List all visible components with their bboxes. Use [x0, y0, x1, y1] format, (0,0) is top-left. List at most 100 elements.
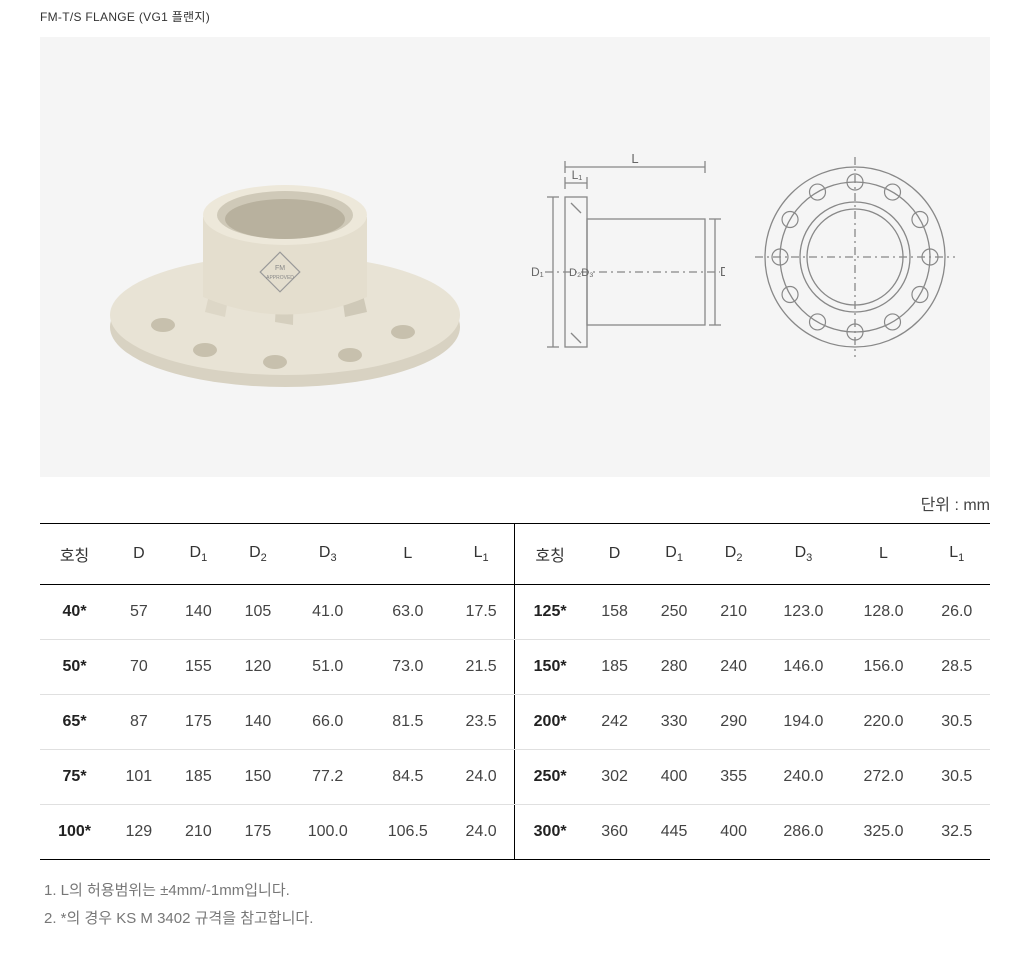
table-cell: 100*: [40, 805, 109, 860]
table-row: 40*5714010541.063.017.5125*158250210123.…: [40, 585, 990, 640]
table-cell: 240: [704, 640, 764, 695]
dim-L1: L₁: [572, 168, 583, 182]
table-col-header: D2: [704, 524, 764, 585]
table-cell: 120: [228, 640, 288, 695]
table-cell: 400: [704, 805, 764, 860]
table-cell: 106.5: [368, 805, 448, 860]
table-cell: 220.0: [843, 695, 923, 750]
table-cell: 140: [228, 695, 288, 750]
table-cell: 158: [585, 585, 645, 640]
table-col-header: L1: [924, 524, 990, 585]
table-cell: 23.5: [448, 695, 515, 750]
table-col-header: L: [368, 524, 448, 585]
table-cell: 123.0: [763, 585, 843, 640]
table-cell: 330: [644, 695, 704, 750]
front-view-diagram: [755, 147, 955, 367]
table-cell: 50*: [40, 640, 109, 695]
table-cell: 24.0: [448, 750, 515, 805]
table-cell: 280: [644, 640, 704, 695]
table-cell: 28.5: [924, 640, 990, 695]
table-cell: 360: [585, 805, 645, 860]
table-col-header: D2: [228, 524, 288, 585]
table-cell: 125*: [515, 585, 585, 640]
product-photo: FM APPROVED: [75, 97, 495, 417]
table-cell: 194.0: [763, 695, 843, 750]
table-header-row: 호칭DD1D2D3LL1호칭DD1D2D3LL1: [40, 524, 990, 585]
table-cell: 290: [704, 695, 764, 750]
table-cell: 75*: [40, 750, 109, 805]
table-col-header: D1: [169, 524, 229, 585]
table-cell: 140: [169, 585, 229, 640]
table-col-header: 호칭: [515, 524, 585, 585]
table-col-header: D: [585, 524, 645, 585]
table-col-header: D3: [763, 524, 843, 585]
table-cell: 175: [169, 695, 229, 750]
table-row: 100*129210175100.0106.524.0300*360445400…: [40, 805, 990, 860]
table-col-header: 호칭: [40, 524, 109, 585]
table-cell: 81.5: [368, 695, 448, 750]
svg-text:FM: FM: [275, 265, 285, 272]
table-cell: 26.0: [924, 585, 990, 640]
table-cell: 175: [228, 805, 288, 860]
dim-D: D: [720, 264, 725, 279]
table-cell: 355: [704, 750, 764, 805]
table-row: 75*10118515077.284.524.0250*302400355240…: [40, 750, 990, 805]
table-cell: 146.0: [763, 640, 843, 695]
table-cell: 57: [109, 585, 169, 640]
table-cell: 70: [109, 640, 169, 695]
table-cell: 30.5: [924, 750, 990, 805]
table-cell: 210: [704, 585, 764, 640]
table-cell: 65*: [40, 695, 109, 750]
footnote-line: 1. L의 허용범위는 ±4mm/-1mm입니다.: [44, 878, 990, 904]
table-cell: 84.5: [368, 750, 448, 805]
table-cell: 63.0: [368, 585, 448, 640]
table-cell: 24.0: [448, 805, 515, 860]
table-col-header: D: [109, 524, 169, 585]
table-cell: 77.2: [288, 750, 368, 805]
side-view-diagram: L L₁ D: [525, 147, 725, 367]
table-col-header: D1: [644, 524, 704, 585]
table-cell: 272.0: [843, 750, 923, 805]
table-row: 50*7015512051.073.021.5150*185280240146.…: [40, 640, 990, 695]
spec-table: 호칭DD1D2D3LL1호칭DD1D2D3LL1 40*5714010541.0…: [40, 523, 990, 860]
table-cell: 21.5: [448, 640, 515, 695]
table-cell: 302: [585, 750, 645, 805]
table-cell: 41.0: [288, 585, 368, 640]
svg-text:APPROVED: APPROVED: [266, 275, 294, 281]
table-col-header: L: [843, 524, 923, 585]
table-cell: 73.0: [368, 640, 448, 695]
page-title: FM-T/S FLANGE (VG1 플랜지): [0, 0, 1030, 37]
footnotes: 1. L의 허용범위는 ±4mm/-1mm입니다.2. *의 경우 KS M 3…: [0, 860, 1030, 953]
table-cell: 286.0: [763, 805, 843, 860]
table-cell: 150: [228, 750, 288, 805]
table-cell: 100.0: [288, 805, 368, 860]
table-cell: 129: [109, 805, 169, 860]
table-cell: 105: [228, 585, 288, 640]
table-cell: 30.5: [924, 695, 990, 750]
table-cell: 66.0: [288, 695, 368, 750]
table-row: 65*8717514066.081.523.5200*242330290194.…: [40, 695, 990, 750]
unit-label: 단위 : mm: [0, 477, 1030, 523]
table-cell: 250: [644, 585, 704, 640]
table-body: 40*5714010541.063.017.5125*158250210123.…: [40, 585, 990, 860]
table-cell: 128.0: [843, 585, 923, 640]
table-cell: 185: [169, 750, 229, 805]
table-cell: 185: [585, 640, 645, 695]
table-cell: 240.0: [763, 750, 843, 805]
table-cell: 155: [169, 640, 229, 695]
table-cell: 40*: [40, 585, 109, 640]
table-cell: 101: [109, 750, 169, 805]
table-cell: 210: [169, 805, 229, 860]
table-cell: 400: [644, 750, 704, 805]
table-cell: 150*: [515, 640, 585, 695]
table-cell: 242: [585, 695, 645, 750]
table-cell: 32.5: [924, 805, 990, 860]
table-cell: 51.0: [288, 640, 368, 695]
table-cell: 325.0: [843, 805, 923, 860]
dim-D1: D₁: [531, 265, 544, 279]
table-cell: 17.5: [448, 585, 515, 640]
flange-photo-svg: FM APPROVED: [75, 97, 495, 417]
table-col-header: D3: [288, 524, 368, 585]
table-cell: 200*: [515, 695, 585, 750]
diagrams: L L₁ D: [525, 147, 955, 367]
